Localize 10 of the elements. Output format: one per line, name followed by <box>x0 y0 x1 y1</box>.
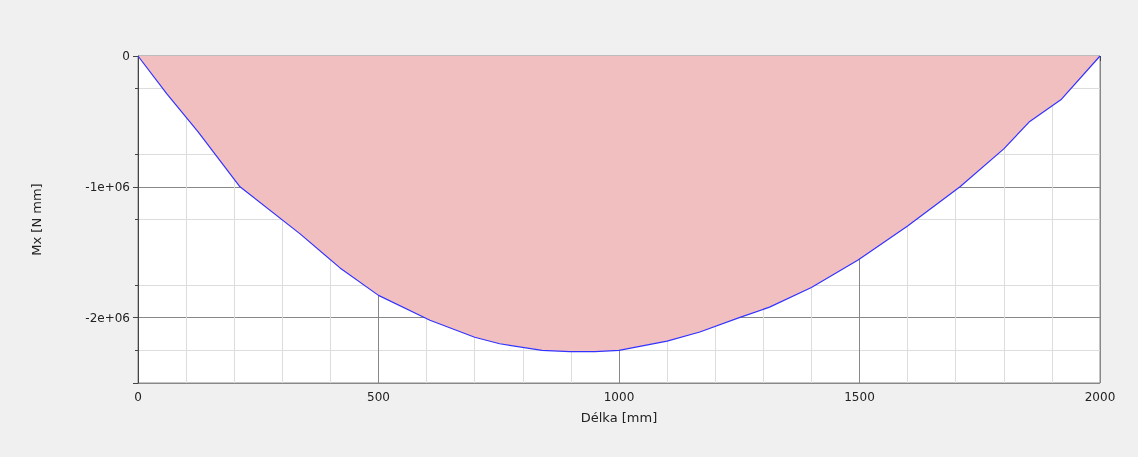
x-axis-title: Délka [mm] <box>580 410 658 425</box>
y-tick-label: -1e+06 <box>85 179 130 194</box>
y-tick-label: 0 <box>122 49 130 63</box>
x-tick-label: 2000 <box>1084 390 1116 404</box>
x-tick-label: 1000 <box>603 390 635 404</box>
x-tick-label: 0 <box>134 390 142 404</box>
y-axis-title: Mx [N mm] <box>29 183 44 256</box>
x-tick-label: 1500 <box>844 390 875 404</box>
y-tick-label: -2e+06 <box>85 310 130 325</box>
x-tick-label: 500 <box>367 390 390 404</box>
